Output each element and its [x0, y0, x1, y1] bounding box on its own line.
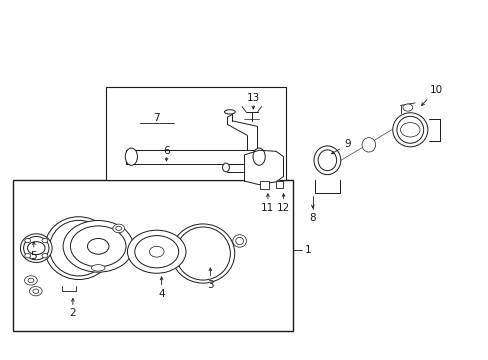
Circle shape	[70, 226, 126, 267]
Ellipse shape	[171, 224, 234, 283]
Text: 1: 1	[304, 245, 310, 255]
Circle shape	[400, 123, 419, 137]
Ellipse shape	[392, 113, 427, 147]
Bar	[13, 180, 293, 330]
Ellipse shape	[222, 163, 229, 172]
Circle shape	[42, 253, 48, 258]
Circle shape	[24, 276, 37, 285]
Bar	[105, 87, 285, 180]
Ellipse shape	[318, 150, 336, 171]
Bar	[260, 181, 268, 189]
Circle shape	[25, 253, 31, 258]
Text: 7: 7	[153, 113, 160, 123]
Polygon shape	[244, 150, 283, 185]
Text: 13: 13	[246, 93, 259, 103]
Circle shape	[135, 235, 178, 268]
Ellipse shape	[125, 148, 137, 165]
Ellipse shape	[361, 138, 375, 152]
Text: 12: 12	[276, 203, 289, 213]
Text: 5: 5	[30, 251, 37, 261]
Ellipse shape	[49, 220, 108, 276]
Bar	[126, 149, 261, 164]
Ellipse shape	[232, 235, 246, 247]
Circle shape	[63, 221, 133, 272]
Circle shape	[42, 238, 48, 243]
Ellipse shape	[396, 116, 423, 143]
Circle shape	[29, 287, 42, 296]
Ellipse shape	[23, 237, 49, 260]
Text: 8: 8	[309, 213, 315, 223]
Text: 9: 9	[344, 139, 350, 149]
Text: 6: 6	[163, 145, 169, 156]
Text: 10: 10	[428, 85, 442, 95]
Ellipse shape	[235, 237, 243, 244]
Text: 2: 2	[69, 308, 76, 318]
Ellipse shape	[313, 146, 340, 175]
Circle shape	[113, 224, 124, 233]
Ellipse shape	[224, 110, 235, 114]
Text: 11: 11	[261, 203, 274, 213]
Circle shape	[149, 246, 163, 257]
Circle shape	[27, 242, 45, 255]
Ellipse shape	[20, 234, 52, 262]
Circle shape	[87, 238, 109, 254]
Circle shape	[25, 238, 31, 243]
Text: 4: 4	[158, 289, 164, 299]
Ellipse shape	[91, 265, 105, 271]
Text: 3: 3	[206, 280, 213, 290]
Circle shape	[402, 104, 412, 111]
Circle shape	[127, 230, 185, 273]
Bar	[276, 181, 283, 188]
Ellipse shape	[252, 148, 264, 165]
Ellipse shape	[175, 227, 230, 280]
Ellipse shape	[44, 217, 113, 279]
